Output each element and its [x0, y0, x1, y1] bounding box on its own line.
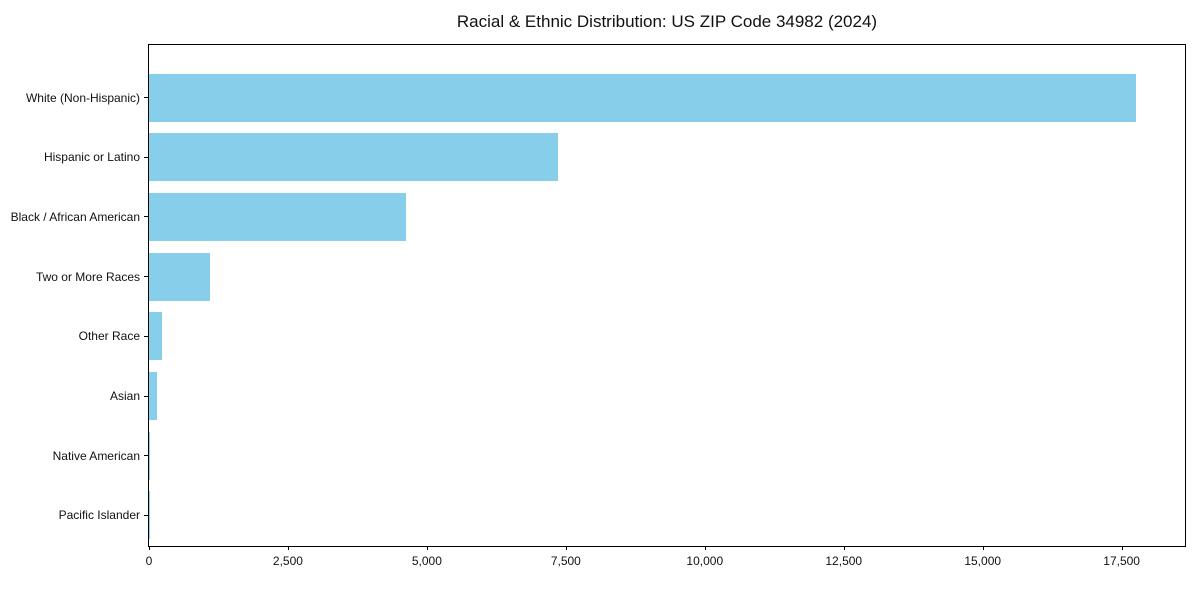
y-tick-label: Black / African American [10, 209, 140, 224]
plot-area: White (Non-Hispanic) Hispanic or Latino Bl… [11, 44, 1186, 568]
x-axis-tick [982, 546, 984, 550]
y-tick-label: Native American [52, 448, 140, 463]
x-tick-label: 17,500 [1103, 554, 1140, 568]
bar [149, 192, 406, 241]
x-axis-tick [1121, 546, 1123, 550]
y-axis-tick [144, 395, 148, 397]
bar [149, 372, 157, 420]
y-axis-tick [144, 276, 148, 278]
bar [149, 312, 162, 361]
y-axis-tick [144, 335, 148, 337]
y-tick-label: Pacific Islander [58, 508, 140, 523]
x-tick-label: 5,000 [411, 554, 442, 568]
x-tick-label: 0 [145, 554, 153, 568]
y-tick-label: Hispanic or Latino [43, 150, 140, 165]
y-axis-tick [144, 97, 148, 98]
x-axis-tick [426, 546, 428, 550]
chart-title: Racial & Ethnic Distribution: US ZIP Cod… [456, 12, 878, 31]
y-tick-label: Other Race [78, 329, 140, 344]
bar [149, 133, 559, 182]
x-tick-label: 15,000 [964, 554, 1002, 568]
bar [149, 73, 1136, 122]
x-tick-label: 12,500 [825, 554, 863, 568]
y-axis-tick [144, 216, 148, 218]
y-tick-label: White (Non-Hispanic) [25, 90, 140, 105]
y-tick-label: Two or More Races [35, 269, 140, 284]
x-tick-label: 2,500 [272, 554, 303, 568]
x-tick-label: 7,500 [550, 554, 581, 568]
y-axis-tick [144, 455, 148, 457]
x-axis-tick [287, 546, 289, 550]
x-axis-tick [149, 546, 150, 550]
x-axis-tick [843, 546, 845, 550]
bar [149, 252, 211, 301]
y-axis-tick [144, 514, 148, 516]
y-axis-tick [144, 156, 148, 158]
x-tick-label: 10,000 [686, 554, 724, 568]
x-axis-tick [565, 546, 567, 550]
bar [149, 431, 150, 480]
y-tick-label: Asian [109, 389, 140, 403]
x-axis-tick [704, 546, 706, 550]
